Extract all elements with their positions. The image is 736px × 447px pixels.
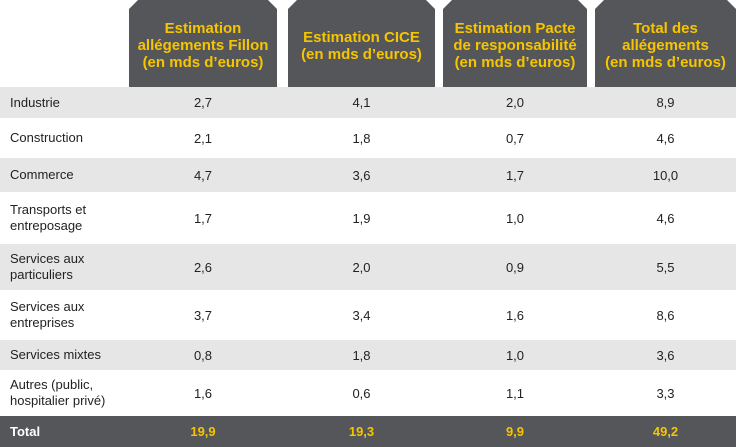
cell-total: 5,5 <box>656 259 675 275</box>
cell-pacte: 1,0 <box>505 210 525 226</box>
cell-total: 4,6 <box>656 210 675 226</box>
column-header-fillon: Estimation allégements Fillon (en mds d’… <box>129 0 277 87</box>
table-row: Autres (public, hospitalier privé) 1,6 0… <box>0 370 736 416</box>
cell-cice: 3,4 <box>352 307 371 323</box>
cell-fillon: 3,7 <box>193 307 213 323</box>
row-label: Commerce <box>10 167 74 182</box>
row-label: Services aux entreprises <box>10 299 85 330</box>
row-label: Construction <box>10 130 83 145</box>
cell-fillon: 2,1 <box>193 130 213 146</box>
cell-fillon: 1,7 <box>193 210 213 226</box>
table-row: Services aux particuliers 2,6 2,0 0,9 5,… <box>0 244 736 290</box>
cell-total: 8,9 <box>656 95 675 110</box>
cell-total: 8,6 <box>656 307 675 323</box>
cell-pacte: 0,7 <box>505 130 525 146</box>
table-row: Commerce 4,7 3,6 1,7 10,0 <box>0 158 736 192</box>
cell-pacte: 1,0 <box>505 347 525 363</box>
total-pacte: 9,9 <box>505 424 525 439</box>
total-fillon: 19,9 <box>190 424 216 439</box>
total-label: Total <box>10 423 41 439</box>
cell-total: 3,6 <box>656 347 675 363</box>
cell-total: 10,0 <box>652 167 679 183</box>
cell-fillon: 4,7 <box>193 167 213 183</box>
cell-cice: 4,1 <box>352 95 371 110</box>
cell-pacte: 0,9 <box>505 259 525 275</box>
cell-fillon: 0,8 <box>193 347 213 363</box>
cell-total: 3,3 <box>656 385 675 401</box>
row-label: Services aux particuliers <box>10 251 85 282</box>
cell-total: 4,6 <box>656 130 675 146</box>
cell-cice: 3,6 <box>352 167 371 183</box>
row-label: Transports et entreposage <box>10 202 87 233</box>
cell-fillon: 1,6 <box>193 385 213 401</box>
row-label: Autres (public, hospitalier privé) <box>10 377 106 408</box>
cell-cice: 2,0 <box>352 259 371 275</box>
cell-cice: 0,6 <box>352 385 371 401</box>
cell-cice: 1,8 <box>352 347 371 363</box>
total-row: Total 19,9 19,3 9,9 49,2 <box>0 416 736 447</box>
row-label: Services mixtes <box>10 347 102 362</box>
cell-fillon: 2,6 <box>193 259 213 275</box>
total-cice: 19,3 <box>348 424 375 439</box>
column-header-cice: Estimation CICE (en mds d’euros) <box>288 0 435 87</box>
table-row: Transports et entreposage 1,7 1,9 1,0 4,… <box>0 192 736 244</box>
row-label: Industrie <box>10 94 60 110</box>
cell-pacte: 1,6 <box>505 307 525 323</box>
column-header-pacte: Estimation Pacte de responsabilité (en m… <box>443 0 587 87</box>
cell-pacte: 1,7 <box>505 167 525 183</box>
cell-pacte: 2,0 <box>505 95 525 110</box>
table-row: Services aux entreprises 3,7 3,4 1,6 8,6 <box>0 290 736 340</box>
cell-pacte: 1,1 <box>505 385 525 401</box>
table-row: Services mixtes 0,8 1,8 1,0 3,6 <box>0 340 736 370</box>
cell-fillon: 2,7 <box>193 95 213 110</box>
total-total: 49,2 <box>652 424 679 439</box>
column-header-total: Total des allégements (en mds d’euros) <box>595 0 736 87</box>
table-row: Construction 2,1 1,8 0,7 4,6 <box>0 118 736 158</box>
cell-cice: 1,9 <box>352 210 371 226</box>
table-row: Industrie 2,7 4,1 2,0 8,9 <box>0 87 736 118</box>
cell-cice: 1,8 <box>352 130 371 146</box>
